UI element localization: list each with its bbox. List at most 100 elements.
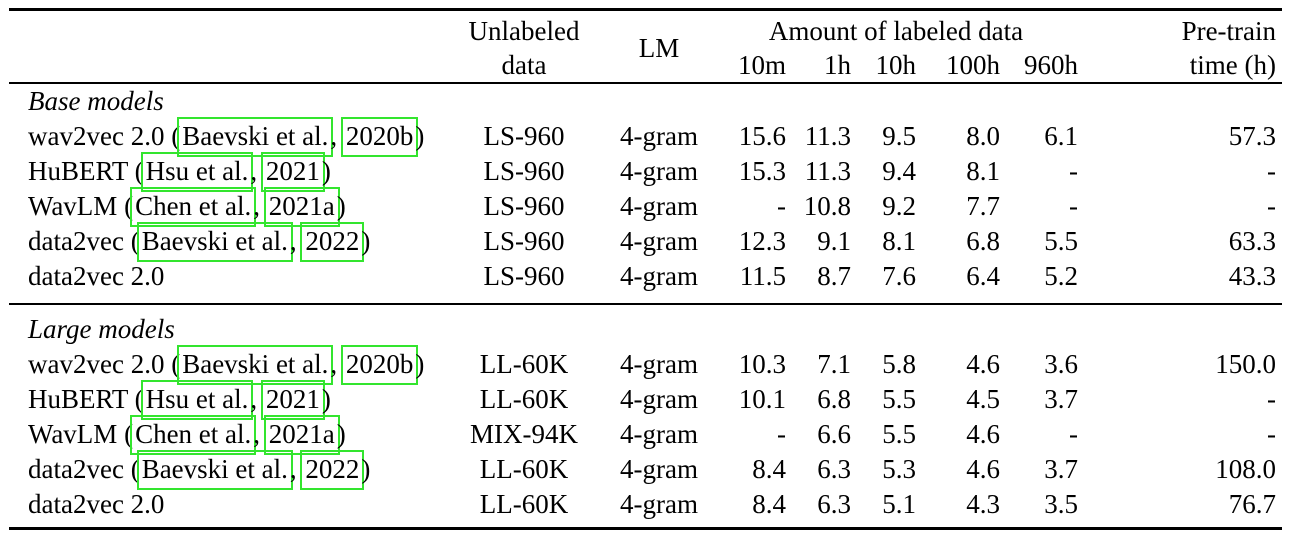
wer-1h-cell: 6.3 bbox=[817, 489, 851, 519]
model-name: data2vec bbox=[28, 454, 124, 484]
wer-10m-cell: 15.6 bbox=[738, 121, 786, 151]
wer-1h-cell: 6.3 bbox=[817, 454, 851, 484]
unlabeled-data-cell: MIX-94K bbox=[470, 419, 578, 449]
citation-open-paren: ( bbox=[123, 454, 140, 484]
citation-close-paren: ) bbox=[415, 121, 425, 151]
citation-year-link[interactable]: 2021a bbox=[263, 187, 340, 227]
citation-author-link[interactable]: Chen et al. bbox=[130, 415, 257, 455]
pretrain-header-line1: Pre-train bbox=[1181, 16, 1277, 46]
citation-open-paren: ( bbox=[127, 384, 144, 414]
wer-10m-cell: 8.4 bbox=[752, 489, 786, 519]
citation-author-link[interactable]: Baevski et al. bbox=[177, 345, 334, 385]
citation-close-paren: ) bbox=[415, 349, 425, 379]
wer-10m-cell: 11.5 bbox=[739, 261, 786, 291]
citation-year-link[interactable]: 2021 bbox=[260, 380, 325, 420]
citation-year-link[interactable]: 2021a bbox=[263, 415, 340, 455]
citation-group: (Hsu et al., 2021) bbox=[127, 380, 331, 420]
wer-960h-cell: 3.5 bbox=[1044, 489, 1079, 519]
model-name: data2vec bbox=[28, 226, 124, 256]
wer-1h-cell: 6.8 bbox=[817, 384, 851, 414]
model-name: data2vec 2.0 bbox=[28, 261, 165, 291]
unlabeled-data-cell: LL-60K bbox=[479, 349, 569, 379]
citation-group: (Chen et al., 2021a) bbox=[117, 187, 346, 227]
lm-cell: 4-gram bbox=[620, 419, 698, 449]
citation-open-paren: ( bbox=[117, 419, 134, 449]
wer-10m-cell: 8.4 bbox=[752, 454, 786, 484]
model-cell: data2vec 2.0 bbox=[9, 259, 444, 304]
model-cell: wav2vec 2.0 (Baevski et al., 2020b) bbox=[9, 117, 444, 157]
citation-group: (Baevski et al., 2022) bbox=[123, 450, 371, 490]
wer-1h-cell: 11.3 bbox=[804, 156, 851, 186]
col-header-10h: 10h bbox=[851, 48, 916, 84]
wer-10h-cell: 5.5 bbox=[882, 419, 916, 449]
wer-100h-cell: 7.7 bbox=[966, 191, 1000, 221]
pretrain-time-cell: - bbox=[1267, 384, 1277, 414]
table-row: WavLM (Chen et al., 2021a) MIX-94K 4-gra… bbox=[9, 415, 1282, 455]
table-header: Unlabeled data LM Amount of labeled data… bbox=[9, 9, 1283, 84]
pretrain-time-cell: 76.7 bbox=[1228, 489, 1277, 519]
wer-10m-cell: - bbox=[777, 419, 786, 449]
wer-10h-cell: 9.5 bbox=[882, 121, 916, 151]
col-header-100h: 100h bbox=[916, 48, 1000, 84]
wer-1h-cell: 8.7 bbox=[817, 261, 851, 291]
table-row: data2vec (Baevski et al., 2022) LL-60K 4… bbox=[9, 450, 1282, 490]
citation-year-link[interactable]: 2022 bbox=[300, 450, 365, 490]
pretrain-time-cell: 43.3 bbox=[1228, 261, 1277, 291]
lm-cell: 4-gram bbox=[620, 489, 698, 519]
wer-10h-cell: 7.6 bbox=[882, 261, 916, 291]
wer-10m-cell: 12.3 bbox=[738, 226, 786, 256]
citation-author-link[interactable]: Baevski et al. bbox=[136, 450, 293, 490]
unlabeled-data-cell: LS-960 bbox=[483, 121, 565, 151]
wer-1h-cell: 9.1 bbox=[817, 226, 851, 256]
model-name: wav2vec 2.0 bbox=[28, 121, 165, 151]
wer-10h-cell: 5.3 bbox=[882, 454, 916, 484]
citation-comma: , bbox=[330, 349, 344, 379]
citation-close-paren: ) bbox=[361, 454, 371, 484]
wer-960h-cell: 6.1 bbox=[1044, 121, 1079, 151]
wer-960h-cell: 3.7 bbox=[1044, 384, 1079, 414]
citation-author-link[interactable]: Hsu et al. bbox=[140, 380, 254, 420]
pretrain-time-cell: 108.0 bbox=[1215, 454, 1277, 484]
wer-10h-cell: 8.1 bbox=[882, 226, 916, 256]
model-name: data2vec 2.0 bbox=[28, 489, 165, 519]
citation-year-link[interactable]: 2020b bbox=[340, 345, 419, 385]
lm-cell: 4-gram bbox=[620, 349, 698, 379]
unlabeled-header-line1: Unlabeled bbox=[468, 16, 580, 46]
lm-cell: 4-gram bbox=[620, 191, 698, 221]
wer-10h-cell: 9.2 bbox=[882, 191, 916, 221]
wer-1h-cell: 10.8 bbox=[803, 191, 851, 221]
model-cell: WavLM (Chen et al., 2021a) bbox=[9, 187, 444, 227]
citation-author-link[interactable]: Hsu et al. bbox=[140, 152, 254, 192]
pretrain-time-cell: - bbox=[1267, 191, 1277, 221]
labeled-data-group-header: Amount of labeled data bbox=[768, 16, 1024, 46]
citation-comma: , bbox=[330, 121, 344, 151]
citation-group: (Hsu et al., 2021) bbox=[128, 152, 331, 192]
wer-960h-cell: - bbox=[1069, 191, 1079, 221]
pretrain-column-header: Pre-train time (h) bbox=[1078, 9, 1283, 84]
pretrain-time-cell: - bbox=[1267, 419, 1277, 449]
unlabeled-data-cell: LL-60K bbox=[479, 454, 569, 484]
wer-960h-cell: 5.5 bbox=[1044, 226, 1079, 256]
model-cell: data2vec 2.0 bbox=[9, 487, 444, 529]
unlabeled-data-cell: LS-960 bbox=[483, 226, 565, 256]
model-cell: WavLM (Chen et al., 2021a) bbox=[9, 415, 444, 455]
wer-1h-cell: 7.1 bbox=[817, 349, 851, 379]
citation-open-paren: ( bbox=[123, 226, 140, 256]
citation-year-link[interactable]: 2020b bbox=[340, 117, 419, 157]
unlabeled-data-column-header: Unlabeled data bbox=[444, 9, 604, 84]
section-label: Base models bbox=[28, 86, 164, 116]
citation-year-link[interactable]: 2022 bbox=[300, 222, 365, 262]
citation-author-link[interactable]: Baevski et al. bbox=[177, 117, 334, 157]
wer-100h-cell: 6.4 bbox=[966, 261, 1000, 291]
table-row: wav2vec 2.0 (Baevski et al., 2020b) LL-6… bbox=[9, 345, 1282, 385]
table-row: wav2vec 2.0 (Baevski et al., 2020b) LS-9… bbox=[9, 117, 1282, 157]
lm-cell: 4-gram bbox=[620, 156, 698, 186]
model-cell: data2vec (Baevski et al., 2022) bbox=[9, 450, 444, 490]
citation-author-link[interactable]: Chen et al. bbox=[130, 187, 257, 227]
citation-author-link[interactable]: Baevski et al. bbox=[136, 222, 293, 262]
citation-close-paren: ) bbox=[361, 226, 371, 256]
wer-10h-cell: 5.5 bbox=[882, 384, 916, 414]
wer-960h-cell: 3.7 bbox=[1044, 454, 1079, 484]
unlabeled-data-cell: LS-960 bbox=[483, 156, 565, 186]
citation-year-link[interactable]: 2021 bbox=[260, 152, 325, 192]
